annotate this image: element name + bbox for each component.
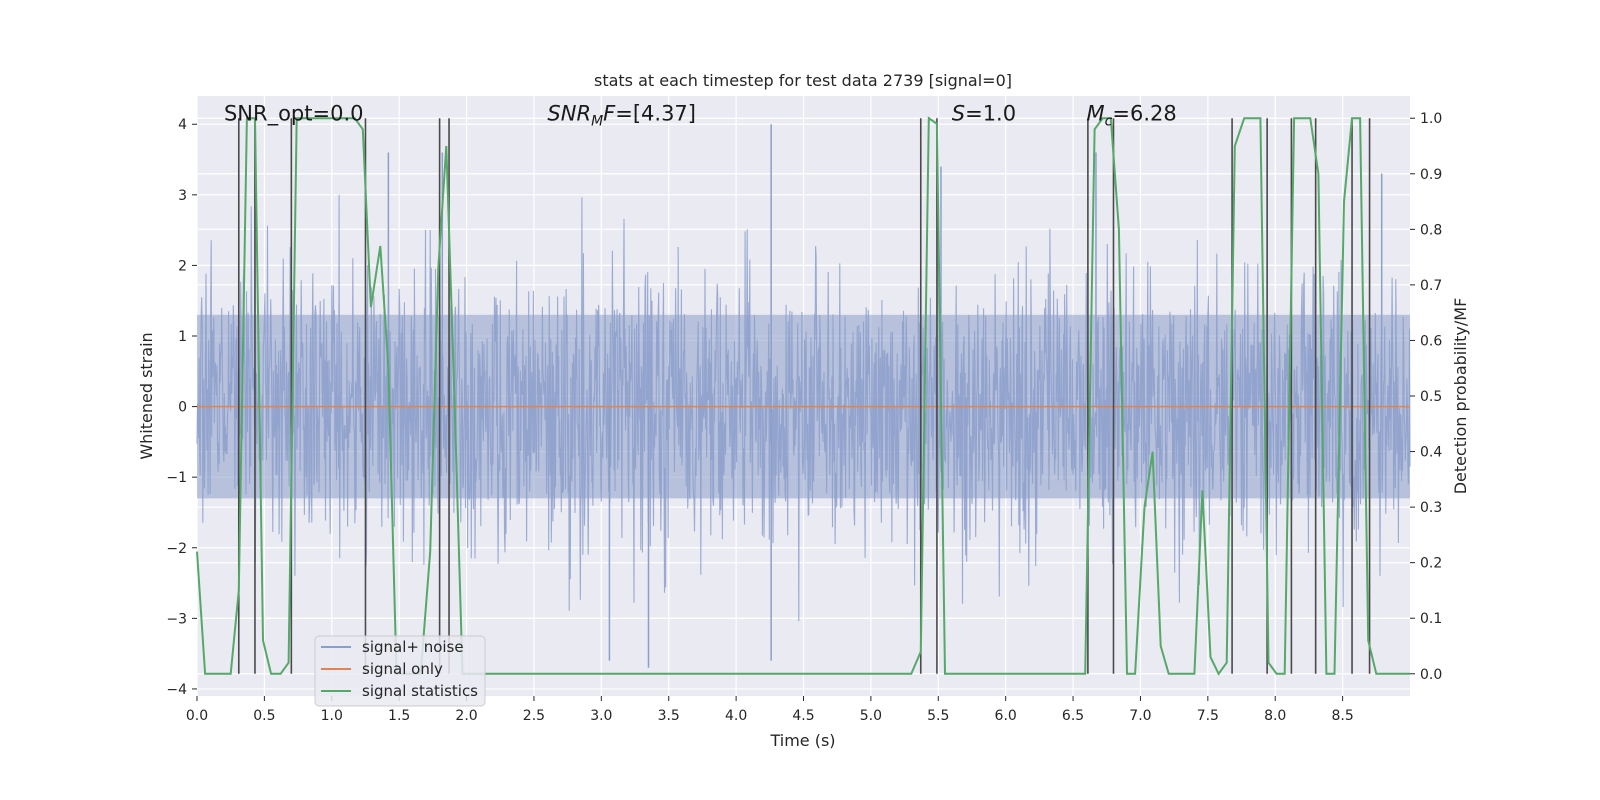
legend-box	[314, 635, 486, 707]
x-tick-label: 0.0	[186, 708, 208, 724]
y-tick-label: 3	[178, 188, 187, 204]
y-axis-ticks: −4 −3 −2 −1 0 1 2 3 4	[166, 117, 197, 698]
y-axis-label: Whitened strain	[137, 332, 156, 459]
annotations: SNR_opt=0.0 SNRMF=[4.37] S=1.0 Mc=6.28	[224, 102, 1177, 130]
x-tick-label: 1.0	[321, 708, 343, 724]
y2-tick-label: 0.5	[1420, 389, 1442, 405]
y-tick-label: −3	[166, 611, 187, 627]
x-tick-label: 5.5	[927, 708, 949, 724]
x-tick-label: 4.5	[792, 708, 814, 724]
x-tick-label: 5.0	[860, 708, 882, 724]
y2-tick-label: 0.9	[1420, 167, 1442, 183]
x-tick-label: 1.5	[388, 708, 410, 724]
x-axis-label: Time (s)	[769, 731, 835, 750]
signal-statistics-line	[196, 116, 1410, 676]
x-tick-label: 7.5	[1197, 708, 1219, 724]
x-tick-label: 6.5	[1062, 708, 1084, 724]
x-tick-label: 2.5	[523, 708, 545, 724]
y-tick-label: 2	[178, 258, 187, 274]
y2-tick-label: 0.4	[1420, 445, 1442, 461]
y-tick-label: −1	[166, 470, 187, 486]
x-tick-label: 0.5	[253, 708, 275, 724]
s-value: S=1.0	[952, 102, 1016, 126]
chart-title: stats at each timestep for test data 273…	[594, 71, 1012, 90]
y2-tick-label: 0.2	[1420, 556, 1442, 572]
snr-opt: SNR_opt=0.0	[224, 102, 364, 127]
y2-tick-label: 0.7	[1420, 278, 1442, 294]
y-tick-label: 1	[178, 329, 187, 345]
y-tick-label: −2	[166, 541, 187, 557]
y2-tick-label: 0.1	[1420, 611, 1442, 627]
y2-axis-label: Detection probability/MF	[1451, 298, 1470, 495]
x-tick-label: 8.0	[1264, 708, 1286, 724]
legend: signal+ noise signal only signal statistic…	[314, 635, 486, 707]
x-tick-label: 3.0	[590, 708, 612, 724]
mc-value: Mc=6.28	[1087, 102, 1177, 130]
y-tick-label: −4	[166, 682, 187, 698]
y-tick-label: 0	[178, 400, 187, 416]
snr-mf: SNRMF=[4.37]	[547, 102, 696, 130]
legend-label: signal+ noise	[362, 638, 464, 656]
y2-tick-label: 0.0	[1420, 667, 1442, 683]
signal-statistics-series	[196, 116, 1410, 676]
y-tick-label: 4	[178, 117, 187, 133]
x-tick-label: 7.0	[1129, 708, 1151, 724]
y2-axis-ticks: 0.0 0.1 0.2 0.3 0.4 0.5 0.6 0.7 0.8 0.9 1.0	[1410, 111, 1442, 683]
y2-tick-label: 0.8	[1420, 222, 1442, 238]
legend-label: signal statistics	[362, 682, 478, 700]
x-tick-label: 2.0	[455, 708, 477, 724]
y2-tick-label: 0.6	[1420, 333, 1442, 349]
legend-label: signal only	[362, 660, 443, 678]
y2-tick-label: 1.0	[1420, 111, 1442, 127]
x-tick-label: 3.5	[658, 708, 680, 724]
x-axis-ticks: 0.0 0.5 1.0 1.5 2.0 2.5 3.0 3.5 4.0 4.5 5.0 5.5 6.0 6…	[186, 696, 1354, 724]
x-tick-label: 4.0	[725, 708, 747, 724]
x-tick-label: 6.0	[995, 708, 1017, 724]
y2-tick-label: 0.3	[1420, 500, 1442, 516]
x-tick-label: 8.5	[1331, 708, 1353, 724]
